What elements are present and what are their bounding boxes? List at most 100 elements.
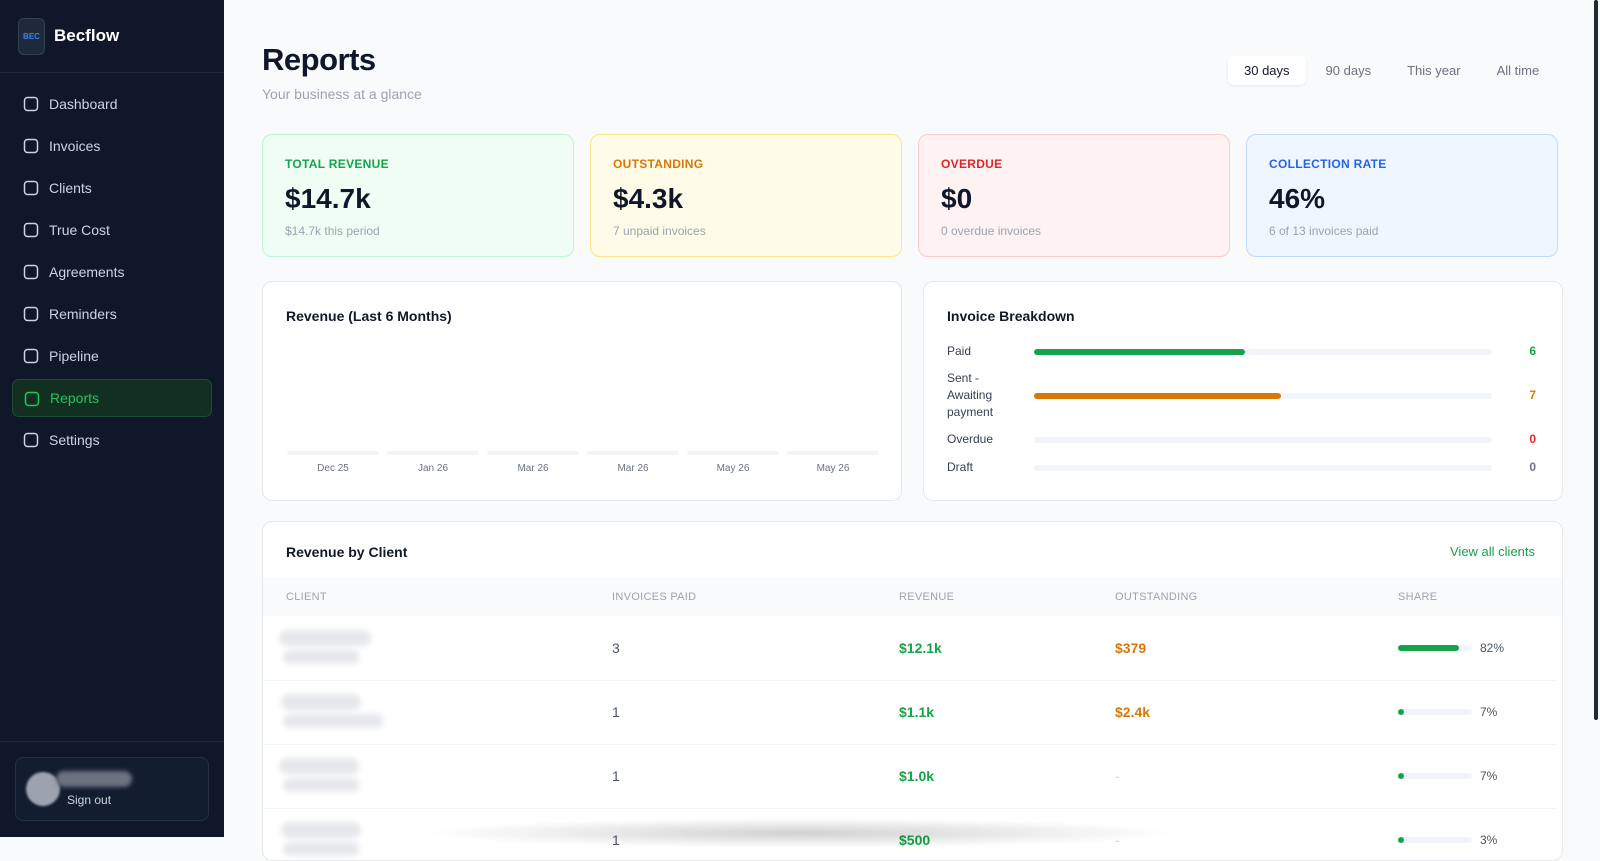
stat-value: 46% (1269, 183, 1326, 214)
invoices-paid: 1 (612, 768, 620, 784)
month-label: May 26 (716, 463, 750, 474)
breakdown-count: 0 (1529, 432, 1536, 446)
page-subtitle: Your business at a glance (262, 86, 422, 102)
share-bar (1398, 773, 1404, 779)
invoices-paid: 3 (612, 640, 620, 656)
stat-card: TOTAL REVENUE $14.7k $14.7k this period (262, 134, 574, 257)
breakdown-count: 6 (1529, 344, 1536, 358)
stat-label: OUTSTANDING (613, 157, 704, 171)
sidebar: BEC Becflow Dashboard Invoices Clients True C… (0, 0, 224, 837)
breakdown-count: 7 (1529, 388, 1536, 402)
column-header: OUTSTANDING (1115, 591, 1198, 603)
divider (0, 72, 224, 73)
nav-label: Clients (49, 180, 92, 196)
breakdown-track (1034, 465, 1492, 471)
stat-label: TOTAL REVENUE (285, 157, 389, 171)
range-tabs: 30 days 90 days This year All time (1228, 56, 1555, 85)
bar-placeholder (287, 451, 379, 455)
user-card[interactable]: Sign out (15, 757, 209, 821)
stat-note: 7 unpaid invoices (613, 224, 706, 238)
table-title: Revenue by Client (286, 544, 408, 560)
row-divider (263, 680, 1557, 681)
share-track (1398, 773, 1472, 779)
revenue: $1.0k (899, 768, 935, 784)
brand-name: Becflow (54, 26, 120, 45)
share-track (1398, 709, 1472, 715)
share-label: 7% (1480, 769, 1498, 783)
client-email-blur (283, 650, 359, 664)
row-divider (263, 808, 1557, 809)
share-bar (1398, 837, 1404, 843)
breakdown-bar (1034, 349, 1246, 355)
chart-title: Revenue (Last 6 Months) (286, 308, 452, 324)
month-label: May 26 (816, 463, 850, 474)
nav-item[interactable]: True Cost (12, 211, 212, 249)
client-name-blur (281, 822, 361, 838)
share-label: 3% (1480, 833, 1498, 847)
month-label: Mar 26 (617, 463, 649, 474)
client-email-blur (283, 778, 359, 792)
stat-value: $4.3k (613, 183, 684, 214)
share-bar (1398, 645, 1459, 651)
share-label: 7% (1480, 705, 1498, 719)
nav-label: Agreements (49, 264, 125, 280)
column-header: INVOICES PAID (612, 591, 697, 603)
range-tab[interactable]: 90 days (1325, 63, 1372, 78)
column-header: SHARE (1398, 591, 1438, 603)
nav-item[interactable]: Reminders (12, 295, 212, 333)
stat-card: OVERDUE $0 0 overdue invoices (918, 134, 1230, 257)
client-name-blur (281, 694, 361, 710)
row-divider (263, 744, 1557, 745)
month-label: Dec 25 (317, 463, 349, 474)
nav-item[interactable]: Invoices (12, 127, 212, 165)
column-header: REVENUE (899, 591, 955, 603)
table-header: CLIENT INVOICES PAID REVENUE OUTSTANDING SHA… (263, 578, 1562, 616)
sign-out[interactable]: Sign out (67, 793, 112, 807)
stat-card: COLLECTION RATE 46% 6 of 13 invoices paid (1246, 134, 1558, 257)
column-header: CLIENT (286, 591, 327, 603)
outstanding: $379 (1115, 640, 1147, 656)
range-tab[interactable]: This year (1407, 63, 1461, 78)
breakdown-track (1034, 349, 1492, 355)
stat-note: $14.7k this period (285, 224, 380, 238)
nav-item[interactable]: Agreements (12, 253, 212, 291)
nav-item[interactable]: Dashboard (12, 85, 212, 123)
client-name-blur (279, 630, 371, 646)
month-label: Mar 26 (517, 463, 549, 474)
revenue-chart: Revenue (Last 6 Months) Dec 25 Jan 26 Mar 2… (262, 281, 902, 501)
divider (0, 741, 224, 742)
breakdown-track (1034, 437, 1492, 443)
scrollbar[interactable] (1594, 0, 1598, 720)
view-all-link[interactable]: View all clients (1450, 544, 1536, 559)
revenue: $12.1k (899, 640, 942, 656)
stat-value: $14.7k (285, 183, 371, 214)
stat-label: OVERDUE (941, 157, 1003, 171)
client-name-blur (279, 758, 359, 774)
range-tab[interactable]: All time (1496, 63, 1540, 78)
avatar (26, 772, 60, 806)
nav-item[interactable]: Reports (12, 379, 212, 417)
nav-label: Reminders (49, 306, 117, 322)
client-email-blur (283, 714, 383, 728)
bar-placeholder (587, 451, 679, 455)
revenue: $1.1k (899, 704, 935, 720)
outstanding: - (1115, 768, 1120, 784)
stat-note: 6 of 13 invoices paid (1269, 224, 1379, 238)
share-track (1398, 645, 1472, 651)
nav-item[interactable]: Pipeline (12, 337, 212, 375)
breakdown-label: Paid (947, 344, 972, 358)
client-email-blur (283, 842, 359, 856)
invoice-breakdown: Invoice Breakdown Paid 6 Sent - Awaiting pa… (923, 281, 1563, 501)
stat-label: COLLECTION RATE (1269, 157, 1387, 171)
range-tab[interactable]: 30 days (1228, 56, 1306, 85)
brand-badge: BEC (18, 18, 45, 55)
nav-item[interactable]: Settings (12, 421, 212, 459)
stat-value: $0 (941, 183, 973, 214)
bar-placeholder (687, 451, 779, 455)
bottom-fade (420, 818, 1180, 848)
bar-placeholder (787, 451, 879, 455)
breakdown-count: 0 (1529, 460, 1536, 474)
outstanding: $2.4k (1115, 704, 1151, 720)
nav-item[interactable]: Clients (12, 169, 212, 207)
